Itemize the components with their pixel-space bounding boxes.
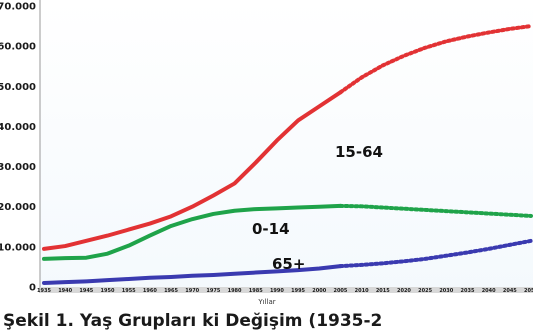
series-line <box>42 90 343 251</box>
series-label-15-64: 15-64 <box>335 143 383 161</box>
series-projection-line <box>338 24 533 95</box>
x-axis-ticks: 1935 1940 1945 1950 1955 1960 1965 1970 1975 1980… <box>37 288 533 294</box>
x-tick-label: 1960 <box>143 288 157 294</box>
x-tick-label: 1995 <box>291 288 305 294</box>
x-tick-label: 2035 <box>461 288 475 294</box>
y-axis-ticks: 0 10.000 20.000 30.000 40.000 50.000 60.000 70.… <box>0 2 36 294</box>
x-tick-label: 2050 <box>524 288 533 294</box>
x-tick-label: 1965 <box>164 288 178 294</box>
y-tick-label: 40.000 <box>0 122 36 133</box>
x-tick-label: 2025 <box>418 288 432 294</box>
x-tick-label: 2000 <box>312 288 326 294</box>
x-tick-label: 1935 <box>37 288 51 294</box>
x-tick-label: 1975 <box>206 288 220 294</box>
series-line <box>42 264 343 285</box>
series-line <box>42 203 343 261</box>
y-tick-label: 50.000 <box>0 82 36 93</box>
figure-caption: Şekil 1. Yaş Grupları ki Değişim (1935-2 <box>3 311 382 331</box>
x-axis-strip <box>40 287 533 293</box>
x-tick-label: 2010 <box>355 288 369 294</box>
series-layer <box>42 24 533 285</box>
y-tick-label: 20.000 <box>0 202 36 213</box>
x-tick-label: 1985 <box>249 288 263 294</box>
x-tick-label: 1940 <box>58 288 72 294</box>
x-tick-label: 2015 <box>376 288 390 294</box>
x-tick-label: 2030 <box>439 288 453 294</box>
series-projection-line <box>338 203 533 218</box>
x-tick-label: 2040 <box>482 288 496 294</box>
x-tick-label: 2045 <box>503 288 517 294</box>
y-tick-label: 0 <box>29 283 36 294</box>
y-tick-label: 10.000 <box>0 242 36 253</box>
series-label-0-14: 0-14 <box>252 220 290 238</box>
series-projection-line <box>338 238 533 269</box>
x-axis-label: Yıllar <box>257 298 275 306</box>
x-tick-label: 1955 <box>122 288 136 294</box>
y-tick-label: 70.000 <box>0 2 36 13</box>
x-tick-label: 2020 <box>397 288 411 294</box>
y-tick-label: 30.000 <box>0 162 36 173</box>
plot-area <box>40 0 533 293</box>
x-tick-label: 1980 <box>228 288 242 294</box>
x-tick-label: 1950 <box>101 288 115 294</box>
series-label-65-plus: 65+ <box>272 255 305 273</box>
x-tick-label: 2005 <box>333 288 347 294</box>
x-tick-label: 1990 <box>270 288 284 294</box>
x-tick-label: 1970 <box>185 288 199 294</box>
y-tick-label: 60.000 <box>0 42 36 53</box>
x-tick-label: 1945 <box>79 288 93 294</box>
